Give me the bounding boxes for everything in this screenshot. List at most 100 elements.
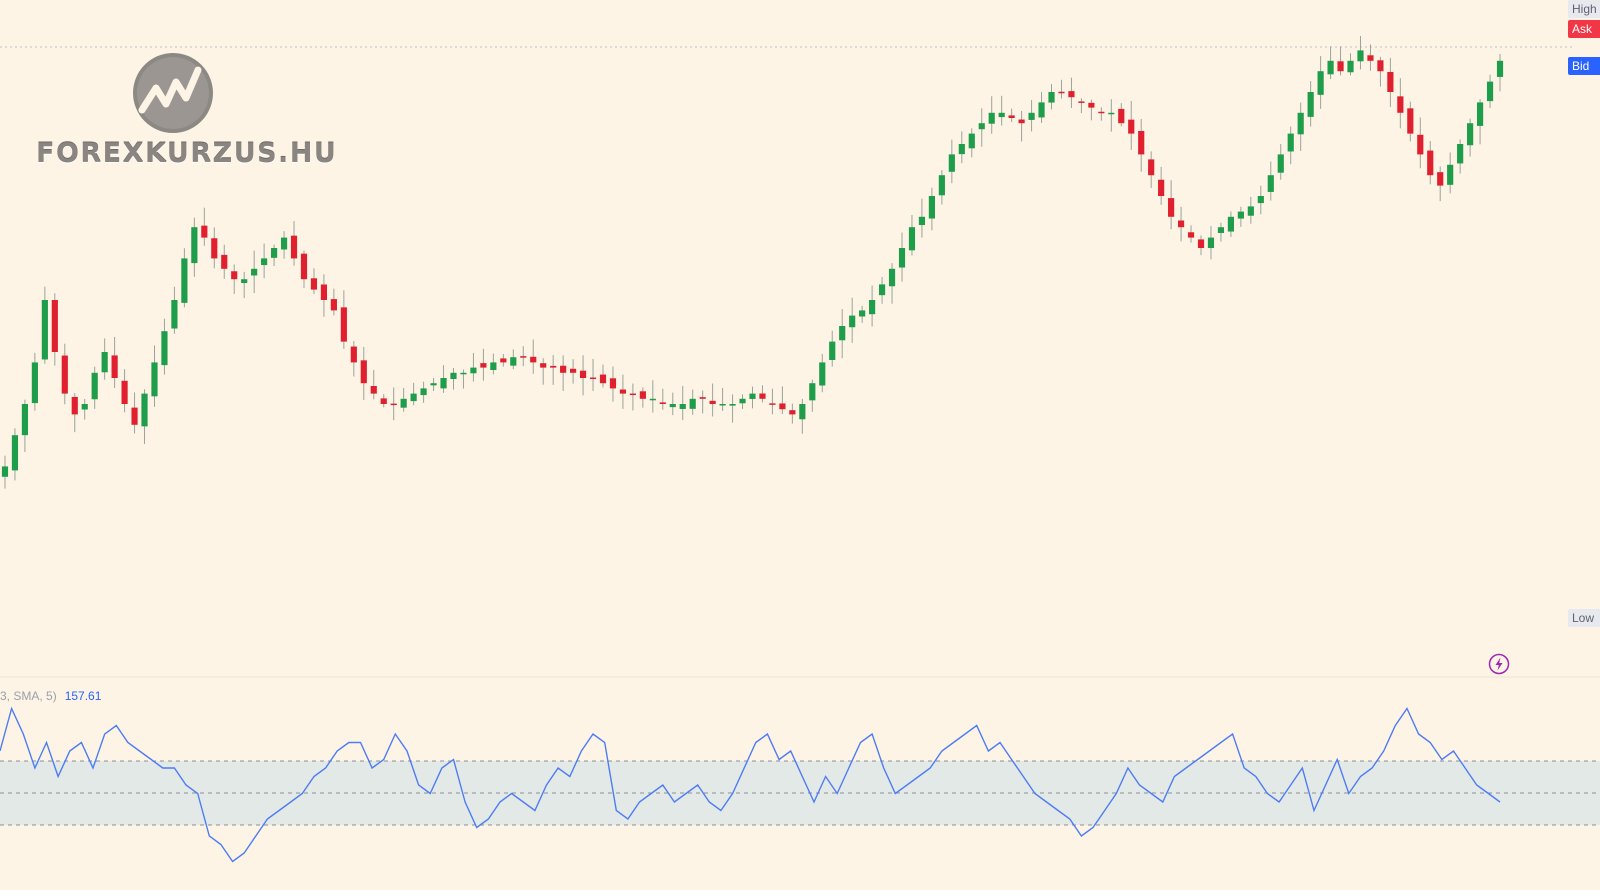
candle-body <box>81 404 88 410</box>
candle-body <box>1417 134 1424 155</box>
candles-group <box>1 35 1504 489</box>
lightning-icon[interactable] <box>1488 653 1510 675</box>
indicator-params: 3, SMA, 5) <box>0 689 57 703</box>
candle-body <box>1088 102 1095 108</box>
candle-body <box>1377 60 1384 72</box>
candle-body <box>659 402 666 404</box>
candle-body <box>599 374 607 384</box>
candle-body <box>1058 91 1065 94</box>
price-pane[interactable] <box>0 35 1575 489</box>
candle-body <box>111 355 118 378</box>
candle-body <box>1476 102 1484 126</box>
candle-body <box>1008 115 1015 118</box>
candle-body <box>290 235 298 259</box>
forexkurzus-logo-icon <box>133 53 213 133</box>
candle-body <box>968 133 975 149</box>
candle-body <box>669 404 676 408</box>
logo-text: FOREXKURZUS.HU <box>36 138 338 169</box>
candle-body <box>330 299 337 311</box>
candle-body <box>410 393 417 402</box>
candle-body <box>998 112 1005 118</box>
candle-body <box>1177 220 1185 228</box>
candle-body <box>1496 60 1504 77</box>
candle-body <box>560 365 567 373</box>
candle-body <box>270 248 278 258</box>
indicator-pane[interactable] <box>0 706 1600 863</box>
candle-body <box>460 372 467 375</box>
candle-body <box>1128 119 1135 134</box>
candle-body <box>1287 133 1294 152</box>
candle-body <box>1227 216 1235 232</box>
candle-body <box>570 368 577 373</box>
candle-body <box>679 404 686 409</box>
candle-body <box>789 410 796 415</box>
candle-body <box>261 258 268 266</box>
candle-body <box>1048 92 1055 103</box>
candle-body <box>1187 232 1195 238</box>
candle-body <box>629 393 636 396</box>
candle-body <box>1327 60 1334 75</box>
candle-body <box>350 346 357 363</box>
candle-body <box>11 435 19 471</box>
indicator-line <box>0 706 1501 863</box>
candle-body <box>819 362 826 386</box>
candle-body <box>1447 164 1454 185</box>
candle-body <box>948 154 955 172</box>
candle-body <box>450 372 457 380</box>
candle-body <box>1207 237 1215 249</box>
candle-body <box>619 389 627 394</box>
candle-body <box>510 357 517 366</box>
candle-body <box>251 268 258 276</box>
candle-body <box>420 388 427 396</box>
candle-body <box>1197 239 1205 248</box>
candle-body <box>1357 50 1364 62</box>
candle-body <box>938 175 945 196</box>
candle-body <box>978 123 985 130</box>
candle-body <box>639 391 646 399</box>
candle-body <box>370 386 377 394</box>
candle-body <box>699 397 706 399</box>
candle-body <box>849 315 856 328</box>
candle-body <box>739 398 746 404</box>
candle-body <box>888 268 896 287</box>
candle-body <box>1158 179 1165 196</box>
indicator-legend[interactable]: 3, SMA, 5) 157.61 <box>0 689 101 703</box>
candle-body <box>211 238 218 259</box>
candle-body <box>908 227 916 251</box>
candle-body <box>1068 91 1075 98</box>
candle-body <box>1108 112 1115 115</box>
candle-body <box>151 362 158 397</box>
candle-body <box>1457 144 1464 164</box>
candle-body <box>41 300 48 360</box>
candle-body <box>1367 55 1374 61</box>
candle-body <box>1437 172 1444 186</box>
candle-body <box>1267 175 1274 192</box>
candle-body <box>1038 102 1045 118</box>
candle-body <box>550 365 557 368</box>
candle-body <box>759 393 766 399</box>
candle-body <box>1486 81 1494 102</box>
candle-body <box>749 393 756 399</box>
candle-body <box>121 380 128 404</box>
candle-body <box>1387 71 1394 92</box>
candle-body <box>1018 119 1025 124</box>
candle-body <box>958 144 965 155</box>
candle-body <box>1247 206 1254 216</box>
candle-body <box>201 225 208 238</box>
candle-body <box>91 372 98 400</box>
candle-body <box>340 307 347 342</box>
candle-body <box>1337 61 1344 72</box>
low-price-tag: Low <box>1568 609 1600 627</box>
candle-body <box>71 396 78 415</box>
candle-body <box>898 248 906 268</box>
candle-body <box>280 237 288 250</box>
candle-body <box>520 356 527 358</box>
candle-body <box>1078 101 1085 103</box>
candle-body <box>1427 150 1434 176</box>
candle-body <box>878 284 886 296</box>
candle-body <box>769 403 776 405</box>
candle-body <box>589 377 597 380</box>
candle-body <box>809 383 816 401</box>
